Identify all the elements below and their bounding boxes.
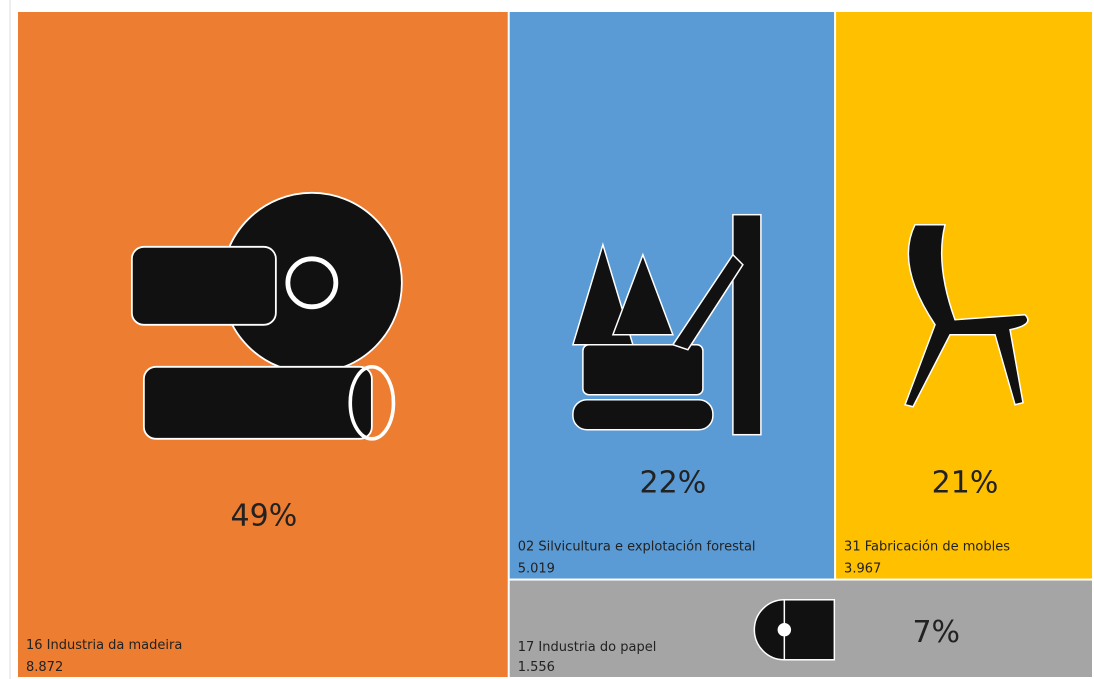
- tile: [509, 12, 835, 579]
- icon: [904, 223, 1029, 408]
- icon: [130, 191, 403, 441]
- log-end: [348, 365, 396, 441]
- log: [130, 245, 277, 326]
- category-label: 31 Fabricación de mobles: [844, 540, 1010, 555]
- value-label: 8.872: [26, 660, 63, 675]
- roll-core: [777, 623, 792, 637]
- value-label: 5.019: [518, 562, 555, 577]
- tree: [611, 252, 674, 336]
- category-label: 02 Silvicultura e explotación forestal: [518, 540, 756, 555]
- share-label: 22%: [640, 466, 707, 501]
- machine: [582, 343, 704, 396]
- tracks: [572, 398, 714, 431]
- trunk: [732, 213, 762, 436]
- saw-hub: [285, 256, 339, 310]
- icon: [753, 599, 836, 661]
- share-label: 7%: [912, 615, 960, 650]
- value-label: 3.967: [844, 562, 881, 577]
- arm: [671, 253, 744, 351]
- chair: [904, 223, 1029, 408]
- category-label: 16 Industria da madeira: [26, 638, 182, 653]
- log: [142, 365, 373, 440]
- icon: [571, 213, 762, 436]
- category-label: 17 Industria do papel: [518, 640, 657, 655]
- value-label: 1.556: [518, 660, 555, 675]
- share-label: 21%: [932, 466, 999, 501]
- share-label: 49%: [231, 499, 298, 534]
- roll-body: [783, 599, 836, 661]
- tile: [836, 12, 1092, 579]
